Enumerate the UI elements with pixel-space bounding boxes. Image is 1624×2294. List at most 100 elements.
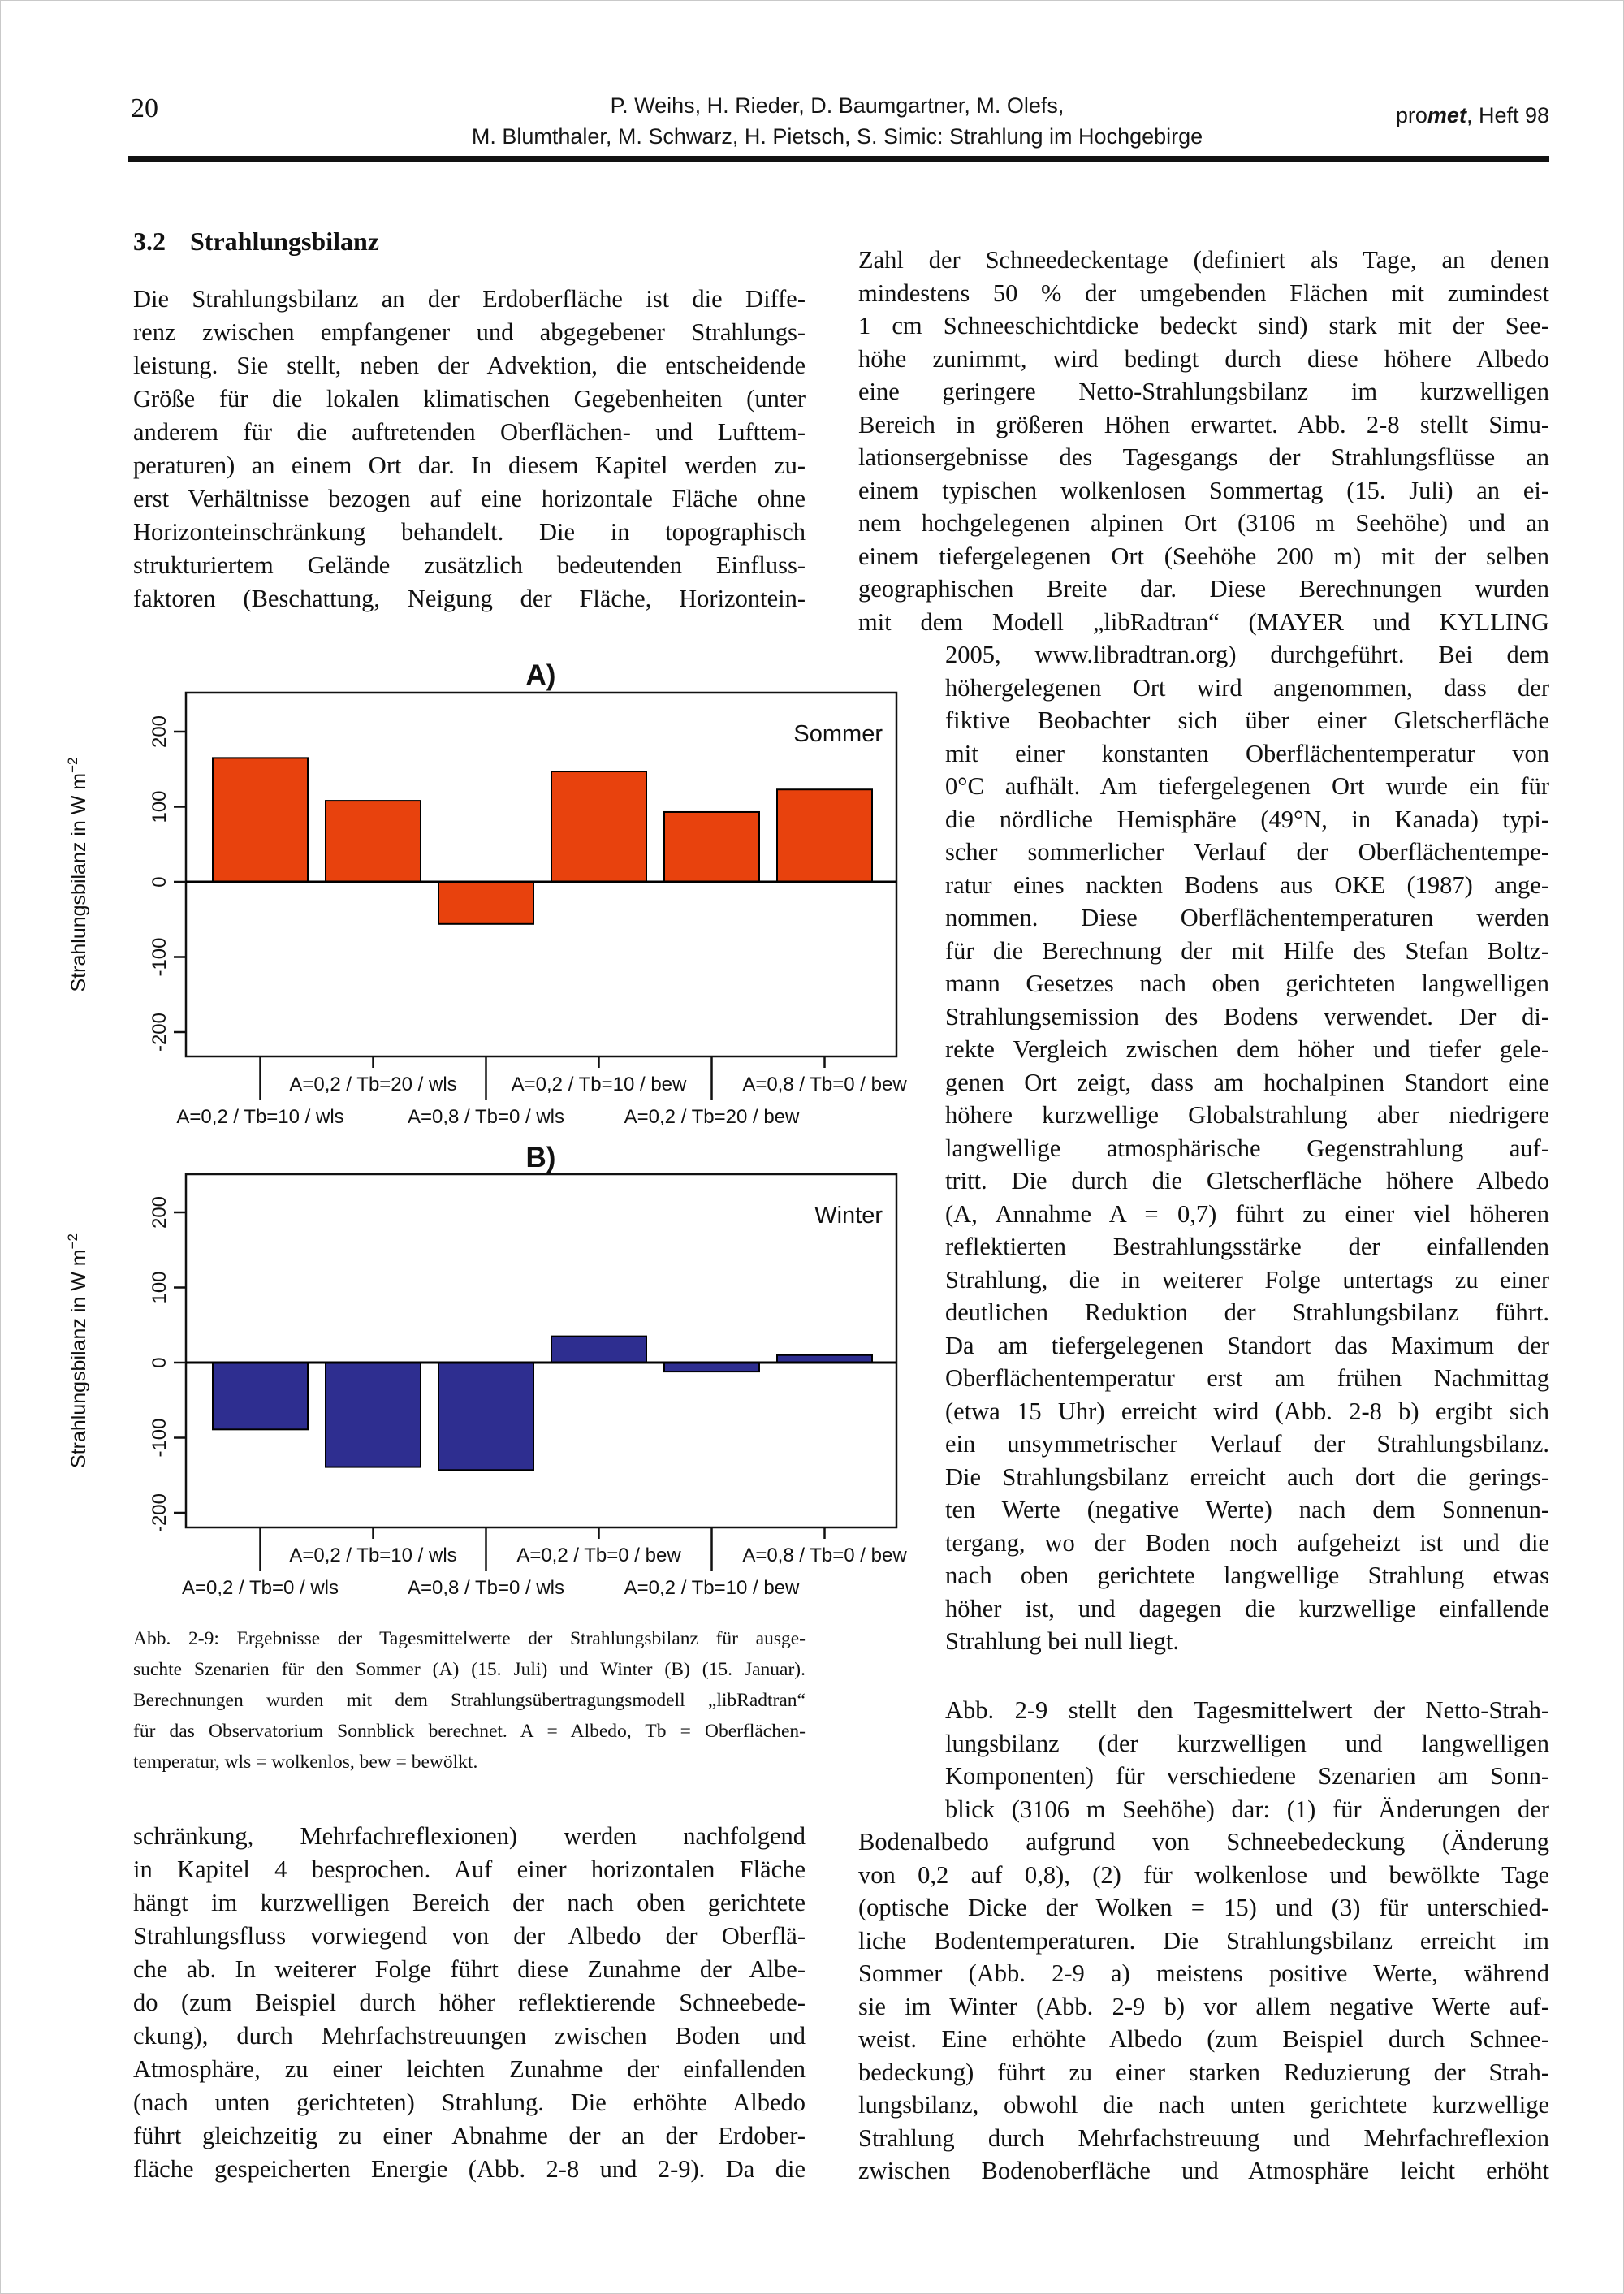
text-line: Zahl der Schneedeckentage (definiert als… [858,246,1549,274]
chart-a-bar-1 [212,757,309,883]
chart-b-bar-2 [325,1362,421,1468]
text-line: Da am tiefergelegenen Standort das Maxim… [945,1331,1549,1359]
chart-b-bar-4 [551,1335,647,1363]
chart-b: B) Winter 200 100 0 -100 -200 Strahlungsbilanz … [65,1142,907,1599]
text-line: Strahlungsfluss vorwiegend von der Albed… [133,1922,806,1950]
text-line: Strahlung bei null liegt. [945,1627,1180,1655]
text-line: nem hochgelegenen alpinen Ort (3106 m Se… [858,509,1549,537]
y-tick-label: -200 [149,1013,171,1052]
journal-issue: , Heft 98 [1466,103,1549,127]
text-line: tergang, wo der Boden noch aufgeheizt is… [945,1528,1549,1557]
text-line: hängt im kurzwelligen Bereich der nach o… [133,1889,806,1916]
x-category-label: A=0,2 / Tb=0 / bew [516,1544,681,1566]
chart-b-bar-1 [212,1362,309,1431]
text-line: einem tiefergelegenen Ort (Seehöhe 200 m… [858,542,1549,570]
text-line: Abb. 2-9 stellt den Tagesmittelwert der … [945,1696,1549,1724]
section-title: Strahlungsbilanz [190,227,379,256]
y-axis-title: Strahlungsbilanz in W m−2 [65,758,90,992]
chart-a-bar-6 [776,788,873,883]
section-number: 3.2 [133,227,166,256]
text-line: für die Berechnung der mit Hilfe des Ste… [945,936,1549,965]
left-column-paragraph-2: schränkung, Mehrfachreflexionen) werden … [133,1820,806,2186]
text-line: ein unsymmetrischer Verlauf der Strahlun… [945,1430,1549,1458]
text-line: Abb. 2-9: Ergebnisse der Tagesmittelwert… [133,1628,806,1649]
right-column-segment-4: Bodenalbedo aufgrund von Schneebedeckung… [858,1825,1549,2188]
text-line: rekte Vergleich zwischen dem höher und t… [945,1035,1549,1063]
text-line: bedeckung) führt zu einer starken Reduzi… [858,2058,1549,2086]
text-line: mit dem Modell „libRadtran“ (MAYER und K… [858,607,1549,636]
text-line: ckung), durch Mehrfachstreuungen zwische… [133,2022,806,2050]
x-category-label: A=0,2 / Tb=10 / bew [512,1074,687,1095]
section-heading: 3.2 Strahlungsbilanz [133,227,379,257]
text-line: lungsbilanz (der kurzwelligen und langwe… [945,1729,1549,1757]
plot-box [184,1173,898,1529]
header-rule [128,156,1549,162]
x-category-label: A=0,8 / Tb=0 / bew [742,1544,907,1566]
text-line: zwischen Bodenoberfläche und Atmosphäre … [858,2157,1549,2184]
figure-abb-2-9: A) Sommer 200 100 0 -100 -200 Strahlungsbilanz … [65,659,907,1599]
y-tick-label: 0 [149,1357,171,1367]
text-line: 0°C aufhält. Am tiefergelegenen Ort wurd… [945,772,1549,800]
text-line: Strahlungsemission des Bodens verwendet.… [945,1002,1549,1030]
authors-line-2: M. Blumthaler, M. Schwarz, H. Pietsch, S… [471,124,1203,149]
text-line: deutlichen Reduktion der Strahlungsbilan… [945,1298,1549,1326]
text-line: renz zwischen empfangener und abgegebene… [133,318,806,346]
chart-title: A) [526,659,556,691]
text-line: (etwa 15 Uhr) erreicht wird (Abb. 2-8 b)… [945,1397,1549,1425]
running-head-authors: P. Weihs, H. Rieder, D. Baumgartner, M. … [301,90,1373,152]
text-line: temperatur, wls = wolkenlos, bew = bewöl… [133,1752,478,1773]
x-category-label: A=0,8 / Tb=0 / bew [742,1074,907,1095]
y-tick-label: 0 [149,876,171,887]
text-line: faktoren (Beschattung, Neigung der Fläch… [133,585,806,612]
text-line: Größe für die lokalen klimatischen Gegeb… [133,385,806,413]
chart-a-bar-3 [438,881,534,925]
text-line: blick (3106 m Seehöhe) dar: (1) für Ände… [945,1795,1549,1823]
text-line: scher sommerlicher Verlauf der Oberfläch… [945,838,1549,866]
text-line: anderem für die auftretenden Oberflächen… [133,418,806,446]
y-tick-label: -100 [149,1418,171,1457]
text-line: peraturen) an einem Ort dar. In diesem K… [133,451,806,479]
x-category-label: A=0,2 / Tb=10 / wls [176,1106,343,1128]
text-line: reflektierten Bestrahlungsstärke der ein… [945,1233,1549,1260]
y-tick-label: 200 [149,715,171,748]
season-label: Sommer [793,721,883,747]
x-category-label: A=0,2 / Tb=0 / wls [182,1577,339,1599]
y-tick-label: 200 [149,1196,171,1229]
text-line: geographischen Breite dar. Diese Berechn… [858,575,1549,603]
x-category-label: A=0,8 / Tb=0 / wls [408,1577,564,1599]
text-line: genen Ort zeigt, dass am hochalpinen Sta… [945,1068,1549,1096]
x-category-label: A=0,2 / Tb=10 / wls [289,1544,456,1566]
chart-a-bar-4 [551,771,647,883]
text-line: höhergelegenen Ort wird angenommen, dass… [945,673,1549,702]
text-line: (nach unten gerichteten) Strahlung. Die … [133,2089,806,2116]
chart-a: A) Sommer 200 100 0 -100 -200 Strahlungsbilanz … [65,659,907,1128]
text-line: Sommer (Abb. 2-9 a) meistens positive We… [858,1959,1549,1987]
text-line: mit einer konstanten Oberflächentemperat… [945,739,1549,767]
chart-b-bar-3 [438,1362,534,1471]
season-label: Winter [814,1203,883,1229]
text-line: Berechnungen wurden mit dem Strahlungsüb… [133,1690,806,1711]
text-line: nommen. Diese Oberflächentemperaturen we… [945,904,1549,931]
text-line: Atmosphäre, zu einer leichten Zunahme de… [133,2055,806,2083]
text-line: nach oben gerichtete langwellige Strahlu… [945,1562,1549,1589]
text-line: che ab. In weiterer Folge führt diese Zu… [133,1955,806,1983]
text-line: ratur eines nackten Bodens aus OKE (1987… [945,871,1549,899]
text-line: fläche gespeicherten Energie (Abb. 2-8 u… [133,2155,806,2183]
page-number: 20 [131,93,158,123]
text-line: liche Bodentemperaturen. Die Strahlungsb… [858,1926,1549,1955]
y-tick-label: 100 [149,1271,171,1303]
chart-b-bar-5 [663,1362,760,1373]
right-column-segment-2-indented: 2005, www.libradtran.org) durchgeführt. … [945,638,1549,1658]
text-line: ten Werte (negative Werte) nach dem Sonn… [945,1496,1549,1523]
text-line: sie im Winter (Abb. 2-9 b) vor allem neg… [858,1992,1549,2020]
text-line: (optische Dicke der Wolken = 15) und (3)… [858,1894,1549,1921]
text-line: leistung. Sie stellt, neben der Advektio… [133,352,806,379]
y-tick-label: -100 [149,937,171,976]
text-line: 2005, www.libradtran.org) durchgeführt. … [945,641,1549,668]
x-category-label: A=0,2 / Tb=10 / bew [624,1577,800,1599]
plot-box [184,691,898,1058]
text-line: langwellige atmosphärische Gegenstrahlun… [945,1134,1549,1162]
journal-logo-bold: met [1427,103,1466,127]
chart-a-bar-5 [663,810,760,883]
